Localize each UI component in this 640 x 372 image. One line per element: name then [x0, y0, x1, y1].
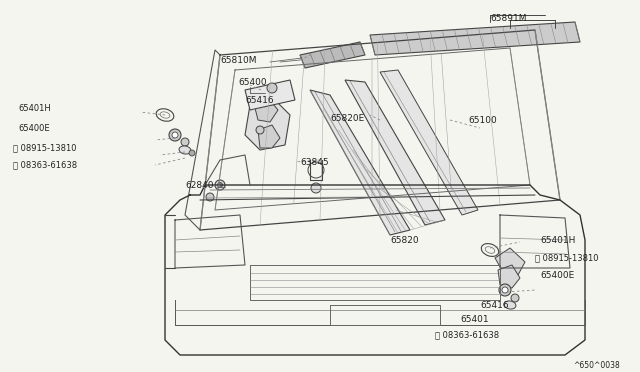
Circle shape	[511, 294, 519, 302]
Circle shape	[172, 132, 178, 138]
Polygon shape	[245, 95, 290, 150]
Polygon shape	[245, 80, 295, 110]
Polygon shape	[258, 125, 280, 148]
Text: Ⓢ 08363-61638: Ⓢ 08363-61638	[435, 330, 499, 340]
Polygon shape	[345, 80, 445, 225]
Polygon shape	[380, 70, 478, 215]
Text: 65820: 65820	[390, 235, 419, 244]
Polygon shape	[370, 22, 580, 55]
Text: 65400: 65400	[238, 77, 267, 87]
Text: 62840: 62840	[185, 180, 214, 189]
Text: ⓥ 08915-13810: ⓥ 08915-13810	[535, 253, 598, 263]
Circle shape	[169, 129, 181, 141]
Ellipse shape	[179, 146, 191, 154]
Polygon shape	[310, 90, 410, 235]
Text: 65810M: 65810M	[220, 55, 257, 64]
Polygon shape	[255, 98, 278, 122]
Polygon shape	[300, 42, 365, 68]
Circle shape	[502, 287, 508, 293]
Circle shape	[181, 138, 189, 146]
Circle shape	[311, 183, 321, 193]
Text: 65100: 65100	[468, 115, 497, 125]
Text: 65820E: 65820E	[330, 113, 364, 122]
Polygon shape	[495, 248, 525, 275]
Text: 65400E: 65400E	[18, 124, 50, 132]
Circle shape	[267, 83, 277, 93]
Circle shape	[189, 150, 195, 156]
Text: 65416: 65416	[480, 301, 509, 310]
Text: ^650^0038: ^650^0038	[573, 360, 620, 369]
Text: ⓥ 08915-13810: ⓥ 08915-13810	[13, 144, 77, 153]
Text: Ⓢ 08363-61638: Ⓢ 08363-61638	[13, 160, 77, 170]
Text: 65416: 65416	[245, 96, 274, 105]
Text: 65400E: 65400E	[540, 270, 574, 279]
Text: 65401H: 65401H	[540, 235, 575, 244]
Ellipse shape	[504, 301, 516, 309]
Text: 65401H: 65401H	[18, 103, 51, 112]
Text: 65891M: 65891M	[490, 13, 527, 22]
Circle shape	[499, 284, 511, 296]
Polygon shape	[498, 265, 520, 288]
Circle shape	[215, 180, 225, 190]
Circle shape	[218, 183, 223, 187]
Circle shape	[206, 193, 214, 201]
Circle shape	[256, 126, 264, 134]
Text: 63845: 63845	[300, 157, 328, 167]
Text: 65401: 65401	[460, 315, 488, 324]
